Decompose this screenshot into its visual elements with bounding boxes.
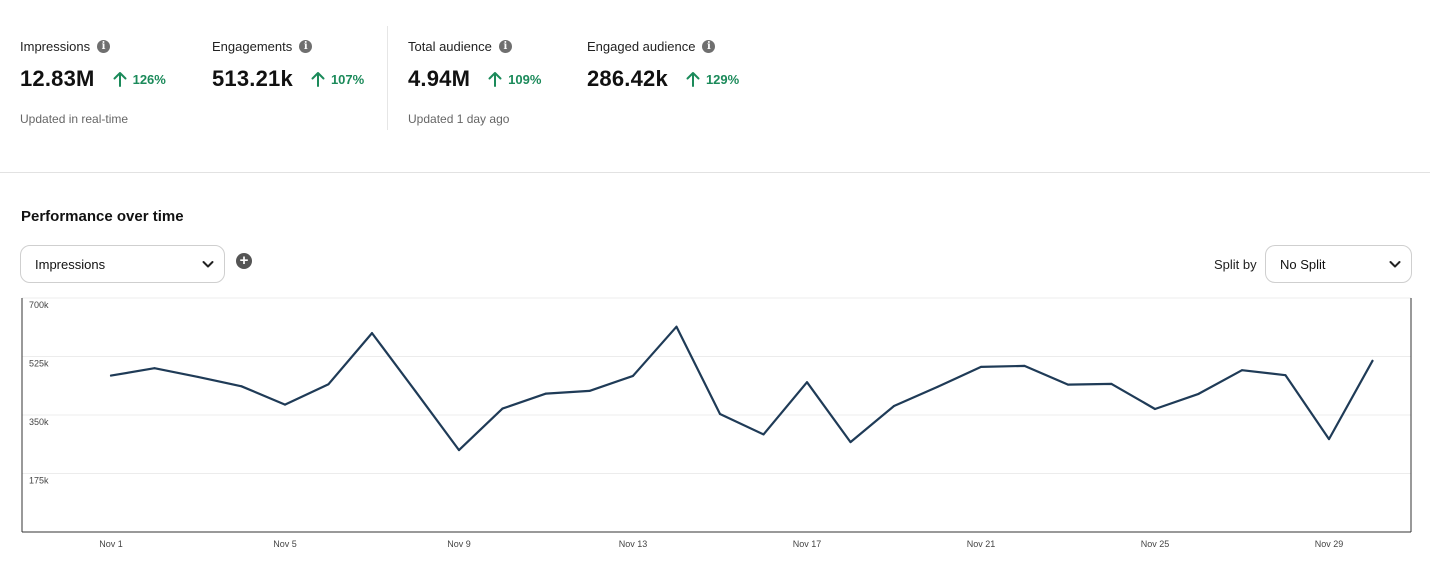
stat-change: 107% — [311, 71, 364, 87]
data-point — [1197, 392, 1200, 395]
info-icon[interactable]: i — [498, 39, 512, 53]
stat-change: 126% — [113, 71, 166, 87]
data-point — [501, 407, 504, 410]
stat-engagements: Engagements i 513.21k 107% — [212, 38, 364, 94]
chevron-down-icon — [1389, 261, 1401, 268]
data-point — [936, 385, 939, 388]
info-icon[interactable]: i — [97, 39, 111, 53]
split-select-value: No Split — [1280, 256, 1326, 272]
y-tick-label: 700k — [29, 300, 49, 310]
x-tick-label: Nov 29 — [1315, 539, 1344, 549]
data-point — [588, 389, 591, 392]
y-tick-label: 525k — [29, 359, 49, 369]
stat-value: 286.42k — [587, 66, 668, 91]
arrow-up-icon — [686, 72, 700, 87]
data-point — [980, 365, 982, 368]
x-tick-label: Nov 25 — [1141, 539, 1170, 549]
split-by-label: Split by — [1214, 257, 1257, 272]
data-point — [632, 374, 634, 377]
data-point — [1067, 383, 1069, 386]
data-point — [1371, 359, 1374, 362]
arrow-up-icon — [113, 72, 127, 87]
stat-label: Engaged audience — [587, 38, 696, 54]
x-tick-label: Nov 21 — [967, 539, 996, 549]
data-point — [153, 367, 156, 370]
data-point — [806, 381, 808, 384]
data-point — [240, 385, 243, 388]
data-point — [1241, 369, 1243, 372]
stat-label: Total audience — [408, 38, 492, 54]
info-icon[interactable]: i — [299, 39, 313, 53]
stat-change: 129% — [686, 71, 739, 87]
data-point — [675, 325, 678, 328]
stats-panel: Impressions i 12.83M 126% Engagements i … — [0, 0, 1430, 173]
data-point — [110, 374, 112, 377]
data-point — [762, 433, 765, 436]
performance-chart: 700k 525k 350k 175k Nov 1 Nov 5 Nov 9 Nov 13 Nov… — [21, 297, 1412, 549]
data-point — [1023, 364, 1026, 367]
performance-title: Performance over time — [21, 208, 184, 225]
stat-total-audience: Total audience i 4.94M 109% — [408, 38, 541, 94]
data-point — [1110, 382, 1113, 385]
data-point — [458, 449, 460, 452]
stat-engaged-audience: Engaged audience i 286.42k 129% — [587, 38, 739, 94]
data-point — [284, 403, 286, 406]
stat-label: Engagements — [212, 38, 293, 54]
y-tick-label: 350k — [29, 417, 49, 427]
chevron-down-icon — [202, 261, 214, 268]
data-point — [1154, 407, 1156, 410]
data-point — [849, 441, 852, 444]
data-point — [545, 392, 547, 395]
split-select[interactable]: No Split — [1265, 245, 1412, 283]
data-point — [197, 375, 199, 378]
data-point — [327, 383, 330, 386]
updated-realtime-text: Updated in real-time — [20, 112, 129, 126]
x-tick-label: Nov 13 — [619, 539, 648, 549]
stat-value: 12.83M — [20, 66, 95, 91]
data-point — [1328, 438, 1330, 441]
data-point — [1284, 374, 1287, 377]
info-icon[interactable]: i — [702, 39, 716, 53]
x-tick-label: Nov 9 — [447, 539, 471, 549]
x-tick-label: Nov 17 — [793, 539, 822, 549]
data-point — [371, 332, 373, 335]
data-point — [414, 390, 417, 393]
series-line — [109, 325, 1374, 452]
data-point — [893, 404, 895, 407]
arrow-up-icon — [311, 72, 325, 87]
stat-impressions: Impressions i 12.83M 126% — [20, 38, 166, 94]
add-metric-icon[interactable]: + — [236, 253, 252, 269]
metric-select[interactable]: Impressions — [20, 245, 225, 283]
y-tick-label: 175k — [29, 476, 49, 486]
stats-divider — [387, 26, 388, 130]
stat-value: 513.21k — [212, 66, 293, 91]
metric-select-value: Impressions — [35, 256, 106, 272]
arrow-up-icon — [488, 72, 502, 87]
stat-change: 109% — [488, 71, 541, 87]
x-tick-label: Nov 5 — [273, 539, 297, 549]
data-point — [719, 412, 721, 415]
stat-value: 4.94M — [408, 66, 471, 91]
updated-audience-text: Updated 1 day ago — [408, 112, 510, 126]
stat-label: Impressions — [20, 38, 91, 54]
x-tick-label: Nov 1 — [99, 539, 123, 549]
